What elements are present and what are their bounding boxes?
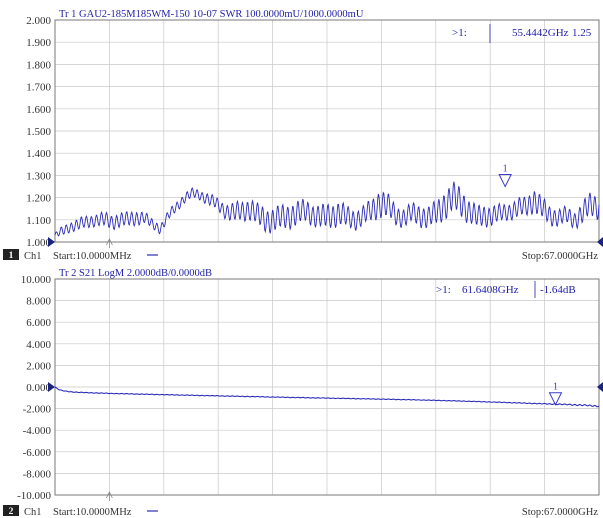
swr-channel-chip[interactable]	[3, 249, 19, 260]
s21-y-tick-label: -4.000	[23, 425, 52, 437]
s21-trace-panel: 10.000 8.000 6.000 4.000 2.000 0.000 -2.000 -4.…	[3, 268, 603, 518]
swr-marker-1-label: 1	[503, 164, 508, 175]
swr-trace-panel: 2.000 1.900 1.800 1.700 1.600 1.500 1.400 1.300…	[3, 9, 603, 262]
s21-y-tick-label: -2.000	[23, 404, 52, 416]
swr-readout-frequency: 55.4442GHz	[512, 27, 569, 39]
s21-y-tick-label: -8.000	[23, 468, 52, 480]
swr-y-tick-label: 1.500	[26, 126, 51, 138]
s21-y-tick-label: -6.000	[23, 447, 52, 459]
s21-channel-name: Ch1	[24, 507, 42, 518]
s21-y-tick-label: 6.000	[26, 317, 51, 329]
s21-grid	[55, 279, 599, 495]
swr-trace-line	[54, 181, 600, 237]
s21-y-tick-label: -10.000	[17, 490, 51, 502]
swr-marker-readout: >1: 55.4442GHz 1.25	[452, 24, 592, 43]
swr-channel-name: Ch1	[24, 251, 42, 262]
s21-trace-line	[54, 386, 600, 408]
s21-readout-frequency: 61.6408GHz	[462, 284, 519, 296]
swr-plot-frame	[54, 19, 600, 243]
s21-reference-pointer-left[interactable]	[48, 382, 55, 392]
s21-start-frequency: Start:10.0000MHz	[53, 507, 132, 518]
s21-marker-1[interactable]: 1	[548, 382, 563, 406]
s21-marker-readout: >1: 61.6408GHz -1.64dB	[436, 281, 576, 298]
swr-y-tick-labels: 2.000 1.900 1.800 1.700 1.600 1.500 1.400 1.300…	[26, 15, 51, 249]
s21-marker-1-label: 1	[553, 382, 558, 393]
swr-y-tick-label: 1.800	[26, 59, 51, 71]
s21-y-tick-label: 10.000	[21, 274, 52, 286]
swr-y-tick-label: 1.300	[26, 170, 51, 182]
swr-readout-prefix: >1:	[452, 27, 467, 39]
swr-stop-frequency: Stop:67.0000GHz	[522, 251, 598, 262]
swr-y-tick-label: 1.200	[26, 193, 51, 205]
swr-readout-value: 1.25	[572, 27, 592, 39]
s21-channel-chip[interactable]	[3, 505, 19, 516]
s21-y-tick-label: 2.000	[26, 360, 51, 372]
swr-y-tick-label: 1.000	[26, 237, 51, 249]
swr-marker-1[interactable]: 1	[498, 164, 512, 188]
s21-readout-value: -1.64dB	[540, 284, 576, 296]
s21-readout-prefix: >1:	[436, 284, 451, 296]
s21-channel-chip-number: 2	[9, 507, 14, 517]
s21-trace-header: Tr 2 S21 LogM 2.0000dB/0.0000dB	[59, 268, 212, 279]
s21-y-tick-labels: 10.000 8.000 6.000 4.000 2.000 0.000 -2.000 -4.…	[17, 274, 51, 502]
swr-trace-header: Tr 1 GAU2-185M185WM-150 10-07 SWR 100.00…	[59, 9, 364, 20]
swr-channel-footer: 1 Ch1 Start:10.0000MHz Stop:67.0000GHz	[3, 249, 598, 262]
swr-y-tick-label: 1.600	[26, 104, 51, 116]
s21-marker-1-triangle-icon[interactable]	[548, 392, 563, 406]
swr-y-tick-label: 1.900	[26, 37, 51, 49]
s21-x-tick-marks	[106, 491, 113, 501]
s21-y-tick-label: 4.000	[26, 339, 51, 351]
swr-y-tick-label: 1.100	[26, 215, 51, 227]
swr-grid	[55, 20, 599, 242]
s21-stop-frequency: Stop:67.0000GHz	[522, 507, 598, 518]
swr-y-tick-label: 1.400	[26, 148, 51, 160]
swr-x-tick-marks	[106, 238, 113, 248]
s21-reference-pointer-right[interactable]	[597, 382, 603, 392]
swr-start-frequency: Start:10.0000MHz	[53, 251, 132, 262]
swr-y-tick-label: 1.700	[26, 82, 51, 94]
swr-y-tick-label: 2.000	[26, 15, 51, 27]
swr-marker-1-triangle-icon[interactable]	[498, 174, 512, 188]
swr-reference-pointer-left[interactable]	[48, 237, 55, 247]
s21-x-start-tick	[106, 491, 113, 501]
swr-reference-pointer-right[interactable]	[597, 237, 603, 247]
s21-channel-footer: 2 Ch1 Start:10.0000MHz Stop:67.0000GHz	[3, 505, 598, 518]
swr-x-start-tick	[106, 238, 113, 248]
s21-y-tick-label: 0.000	[26, 382, 51, 394]
swr-channel-chip-number: 1	[9, 251, 14, 261]
s21-y-tick-label: 8.000	[26, 296, 51, 308]
